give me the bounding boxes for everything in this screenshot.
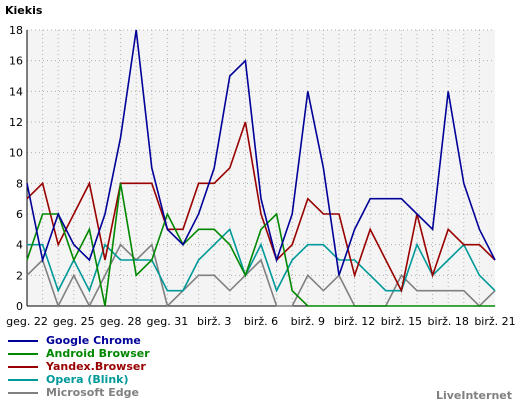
y-tick-label: 16 bbox=[9, 55, 23, 68]
y-tick-label: 18 bbox=[9, 24, 23, 37]
liveinternet-branding: LiveInternet bbox=[435, 389, 512, 402]
x-tick-label: geg. 28 bbox=[100, 315, 142, 328]
series-line-microsoft-edge bbox=[26, 243, 496, 309]
legend-swatch-microsoft-edge bbox=[8, 392, 38, 394]
legend-swatch-yandex-browser bbox=[8, 366, 38, 368]
legend-label-microsoft-edge: Microsoft Edge bbox=[46, 386, 139, 399]
y-tick-label: 0 bbox=[16, 300, 23, 313]
y-tick-label: 14 bbox=[9, 85, 23, 98]
x-tick-label: birž. 15 bbox=[381, 315, 422, 328]
x-tick-label: geg. 22 bbox=[6, 315, 48, 328]
y-tick-label: 12 bbox=[9, 116, 23, 129]
legend-swatch-opera-blink bbox=[8, 379, 38, 381]
legend-swatch-android-browser bbox=[8, 353, 38, 355]
legend-swatch-google-chrome bbox=[8, 340, 38, 342]
y-tick-label: 8 bbox=[16, 177, 23, 190]
legend-label-google-chrome: Google Chrome bbox=[46, 334, 141, 347]
legend-label-android-browser: Android Browser bbox=[46, 347, 150, 360]
x-tick-label: birž. 6 bbox=[244, 315, 278, 328]
legend-label-yandex-browser: Yandex.Browser bbox=[46, 360, 146, 373]
y-tick-label: 10 bbox=[9, 147, 23, 160]
x-tick-label: birž. 21 bbox=[474, 315, 515, 328]
y-tick-label: 4 bbox=[16, 239, 23, 252]
x-tick-label: birž. 3 bbox=[197, 315, 231, 328]
series-line-google-chrome bbox=[26, 29, 496, 276]
x-tick-label: birž. 12 bbox=[334, 315, 375, 328]
series-line-android-browser bbox=[26, 183, 495, 307]
y-tick-label: 6 bbox=[16, 208, 23, 221]
legend-label-opera-blink: Opera (Blink) bbox=[46, 373, 129, 386]
x-tick-label: geg. 31 bbox=[147, 315, 189, 328]
y-axis-label: Kiekis bbox=[5, 4, 43, 17]
y-tick-label: 2 bbox=[16, 269, 23, 282]
x-tick-label: geg. 25 bbox=[53, 315, 95, 328]
x-tick-label: birž. 9 bbox=[291, 315, 325, 328]
series-line-opera-blink bbox=[27, 227, 496, 293]
x-tick-label: birž. 18 bbox=[428, 315, 469, 328]
